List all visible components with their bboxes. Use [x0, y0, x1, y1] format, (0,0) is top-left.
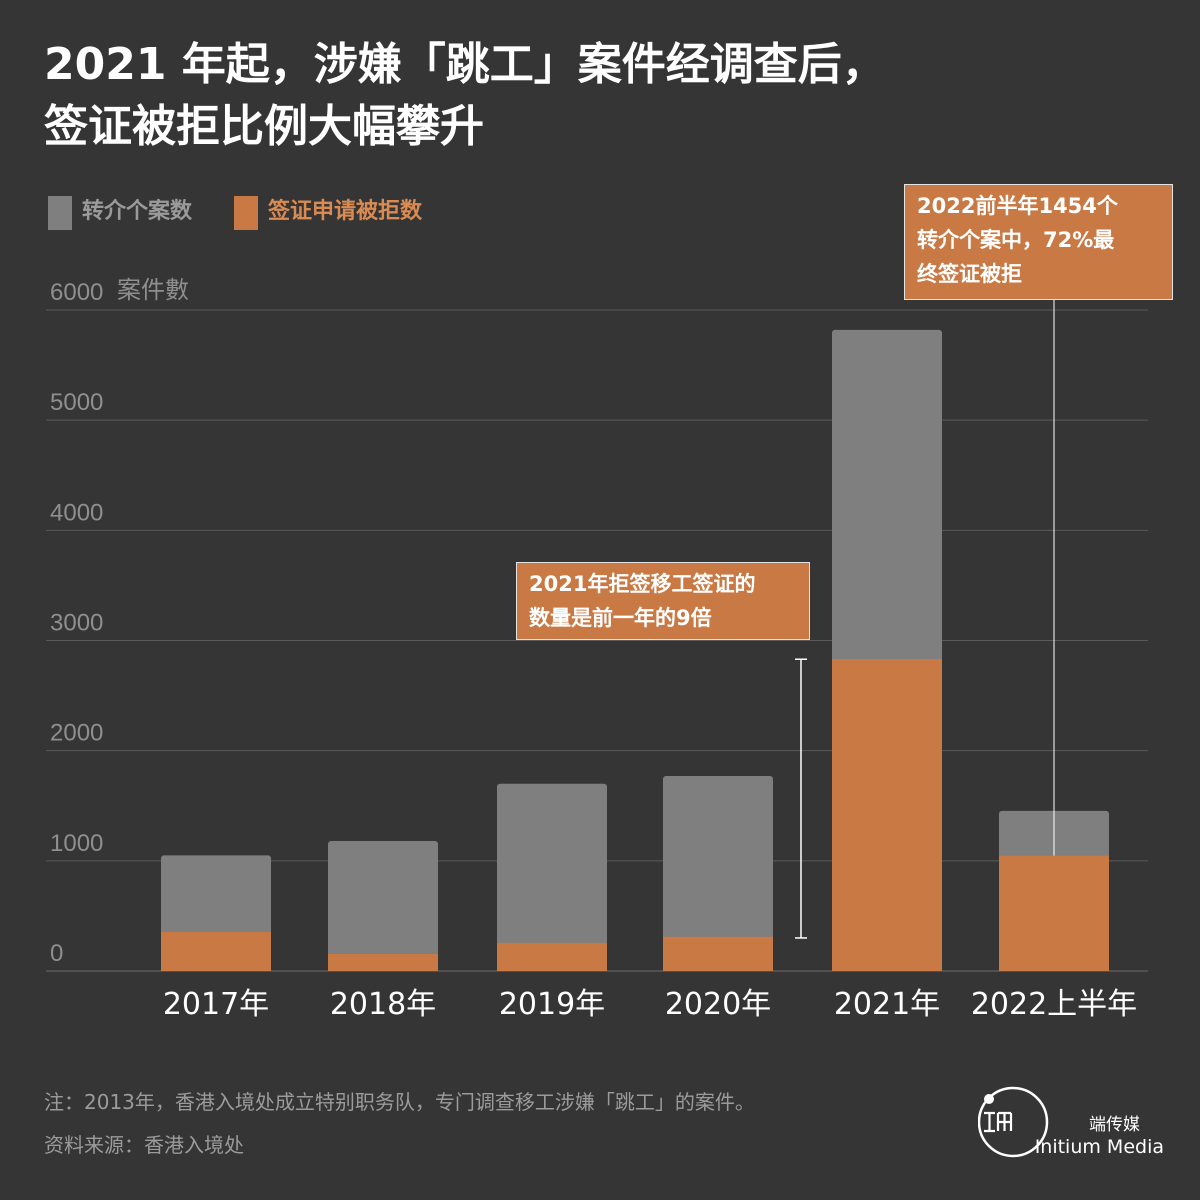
y-tick-label-0: 0 [50, 940, 63, 967]
annotation-2021-line-2: 数量是前一年的9倍 [529, 606, 712, 630]
footer-source: 资料来源：香港入境处 [44, 1133, 244, 1157]
annotation-2021-line-1: 2021年拒签移工签证的 [529, 572, 756, 596]
x-tick-label-1: 2018年 [330, 987, 436, 1022]
x-tick-label-3: 2020年 [665, 987, 771, 1022]
y-tick-label-4000: 4000 [50, 499, 103, 526]
initium-logo-icon [978, 1086, 1049, 1158]
x-tick-label-0: 2017年 [163, 987, 269, 1022]
y-tick-label-5000: 5000 [50, 389, 103, 416]
chart-title-line-1: 2021 年起，涉嫌「跳工」案件经调查后， [44, 39, 886, 90]
legend-label-rejected: 签证申请被拒数 [268, 199, 423, 224]
bar-rejected-3 [663, 936, 773, 971]
y-tick-label-3000: 3000 [50, 610, 103, 637]
bar-rejected-1 [328, 953, 438, 971]
legend-swatch-gray [48, 196, 72, 230]
annotation-2021: 2021年拒签移工签证的 数量是前一年的9倍 [516, 562, 810, 640]
brand-name-en: Initium Media [1034, 1136, 1164, 1158]
annotation-2022-line-3: 终签证被拒 [917, 262, 1022, 286]
bar-referrals-1 [328, 841, 438, 971]
chart-title: 2021 年起，涉嫌「跳工」案件经调查后， 签证被拒比例大幅攀升 [44, 34, 1144, 158]
y-tick-label-1000: 1000 [50, 830, 103, 857]
x-tick-label-2: 2019年 [499, 987, 605, 1022]
bar-rejected-0 [161, 931, 271, 971]
annotation-2022-line-2: 转介个案中，72%最 [917, 228, 1115, 252]
legend-label-referrals: 转介个案数 [82, 199, 193, 224]
bar-rejected-4 [832, 659, 942, 971]
y-tick-label-6000: 6000 [50, 279, 103, 306]
bar-rejected-2 [497, 942, 607, 971]
bar-referrals-3 [663, 776, 773, 971]
annotation-2022-line-1: 2022前半年1454个 [917, 194, 1118, 218]
chart-title-line-2: 签证被拒比例大幅攀升 [44, 101, 484, 152]
bar-referrals-2 [497, 783, 607, 971]
x-tick-label-4: 2021年 [834, 987, 940, 1022]
annotation-2022: 2022前半年1454个 转介个案中，72%最 终签证被拒 [904, 184, 1173, 300]
y-tick-label-2000: 2000 [50, 720, 103, 747]
bar-rejected-5 [999, 855, 1109, 971]
footer-note: 注：2013年，香港入境处成立特别职务队，专门调查移工涉嫌「跳工」的案件。 [44, 1090, 755, 1114]
legend-swatch-orange [234, 196, 258, 230]
brand: 端传媒 Initium Media [978, 1086, 1168, 1160]
y-axis-unit-label: 案件數 [117, 276, 189, 304]
x-tick-label-5: 2022上半年 [971, 987, 1137, 1022]
brand-name-zh: 端传媒 [1089, 1115, 1140, 1135]
